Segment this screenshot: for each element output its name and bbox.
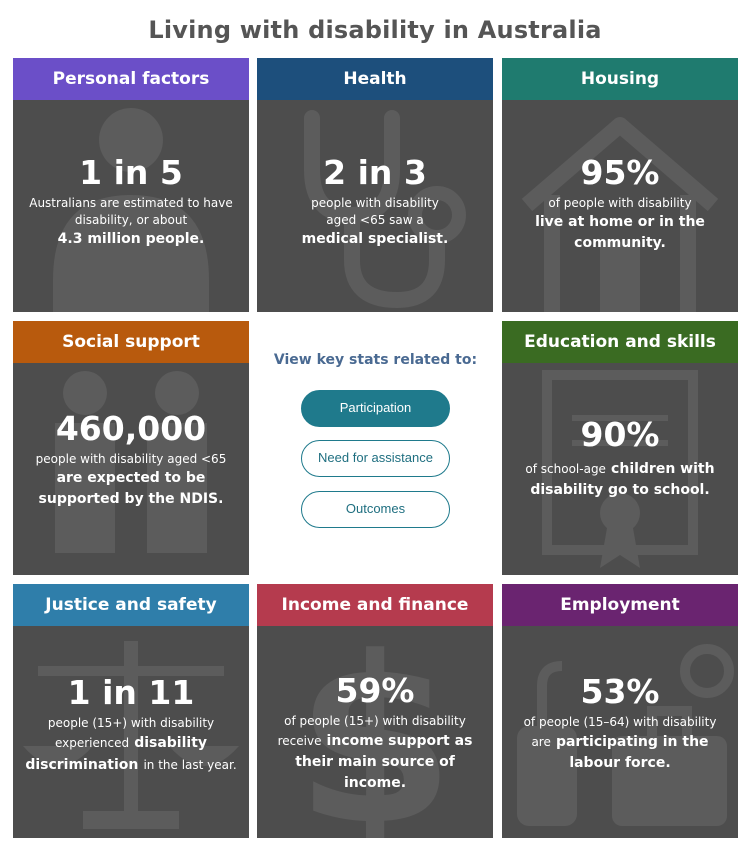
stethoscope-icon: [257, 100, 493, 312]
stat-value: 95%: [580, 153, 660, 192]
stat-value: 90%: [580, 415, 660, 454]
key-stats-label: View key stats related to:: [273, 352, 478, 368]
stat-emphasis: 4.3 million people.: [57, 231, 205, 247]
tile-header-social-support: Social support: [13, 321, 249, 363]
stat-emphasis: disability: [134, 735, 208, 751]
tile-header-housing: Housing: [502, 58, 738, 100]
tile-header-education-and-skills: Education and skills: [502, 321, 738, 363]
svg-text:$: $: [295, 626, 455, 838]
need-for-assistance-button[interactable]: Need for assistance: [301, 440, 450, 477]
tile-social-support[interactable]: Social support 460,000 people with disab…: [13, 321, 249, 575]
stat-emphasis: disability go to school.: [530, 482, 710, 498]
stat-emphasis: labour force.: [569, 755, 671, 771]
certificate-icon: [502, 363, 738, 575]
tile-body: 460,000 people with disability aged <65 …: [13, 363, 249, 575]
people-icon: [13, 363, 249, 575]
tile-income-and-finance[interactable]: Income and finance $ 59% of people (15+)…: [257, 584, 493, 838]
stat-value: 460,000: [55, 409, 207, 448]
page-title: Living with disability in Australia: [148, 16, 602, 44]
tools-icon: [502, 626, 738, 838]
stat-text: aged <65 saw a: [326, 213, 424, 227]
stat-emphasis: income support as: [326, 733, 473, 749]
stat-text: Australians are estimated to have: [29, 196, 233, 210]
stat-emphasis: are expected to be: [56, 470, 206, 486]
tile-housing[interactable]: Housing 95% of people with disability li…: [502, 58, 738, 312]
stat-emphasis: supported by the NDIS.: [38, 491, 224, 507]
stat-emphasis: discrimination: [25, 757, 139, 773]
stat-text: disability, or about: [74, 213, 188, 227]
tile-body: 1 in 5 Australians are estimated to have…: [13, 100, 249, 312]
tile-header-employment: Employment: [502, 584, 738, 626]
outcomes-button[interactable]: Outcomes: [301, 491, 450, 528]
tile-justice-and-safety[interactable]: Justice and safety 1 in 11 people (15+) …: [13, 584, 249, 838]
stat-text: of people with disability: [548, 196, 692, 210]
stat-value: 1 in 11: [67, 673, 195, 712]
tile-health[interactable]: Health 2 in 3 people with disability age…: [257, 58, 493, 312]
stat-value: 2 in 3: [323, 153, 427, 192]
stat-text: people with disability aged <65: [35, 452, 227, 466]
stat-emphasis: children with: [611, 461, 715, 477]
stat-text: people (15+) with disability: [47, 716, 215, 730]
stat-emphasis: participating in the: [555, 734, 709, 750]
tile-header-justice-and-safety: Justice and safety: [13, 584, 249, 626]
stat-text: people with disability: [311, 196, 439, 210]
stat-emphasis: medical specialist.: [301, 231, 449, 247]
stat-emphasis: community.: [574, 235, 666, 251]
stat-value: 1 in 5: [79, 153, 183, 192]
tile-personal-factors[interactable]: Personal factors 1 in 5 Australians are …: [13, 58, 249, 312]
tile-body: 1 in 11 people (15+) with disability exp…: [13, 626, 249, 838]
stat-text: experienced: [54, 736, 130, 750]
tile-body: 2 in 3 people with disability aged <65 s…: [257, 100, 493, 312]
tile-employment[interactable]: Employment 53% of people (15–64) with di…: [502, 584, 738, 838]
participation-button[interactable]: Participation: [301, 390, 450, 427]
stat-value: 59%: [335, 671, 415, 710]
person-icon: [13, 100, 249, 312]
stat-text: in the last year.: [143, 758, 237, 772]
key-stats-panel: View key stats related to: Participation…: [257, 321, 494, 575]
stat-text: of people (15+) with disability: [284, 714, 466, 728]
stat-text: are: [531, 735, 551, 749]
tile-body: 90% of school-age children with disabili…: [502, 363, 738, 575]
tile-header-income-and-finance: Income and finance: [257, 584, 493, 626]
stat-text: receive: [277, 734, 322, 748]
tile-header-health: Health: [257, 58, 493, 100]
tile-body: $ 59% of people (15+) with disability re…: [257, 626, 493, 838]
tile-education-and-skills[interactable]: Education and skills 90% of school-age c…: [502, 321, 738, 575]
stat-value: 53%: [580, 672, 660, 711]
scales-icon: [13, 626, 249, 838]
stat-text: of school-age: [525, 462, 606, 476]
stat-emphasis: live at home or in the: [535, 214, 705, 230]
dollar-icon: $: [257, 626, 493, 838]
house-icon: [502, 100, 738, 312]
stat-text: of people (15–64) with disability: [523, 715, 717, 729]
tile-body: 95% of people with disability live at ho…: [502, 100, 738, 312]
stat-emphasis: their main source of income.: [295, 754, 455, 791]
tile-header-personal-factors: Personal factors: [13, 58, 249, 100]
tile-body: 53% of people (15–64) with disability ar…: [502, 626, 738, 838]
